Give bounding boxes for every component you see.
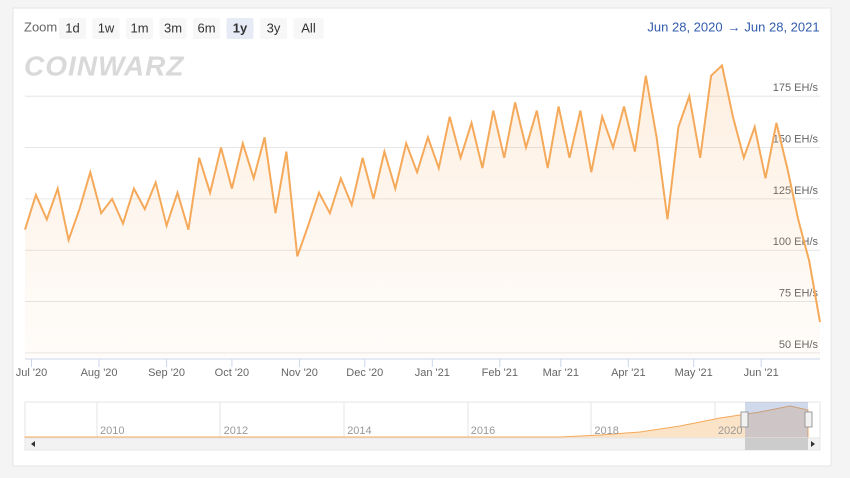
button-label[interactable]: All xyxy=(301,20,316,35)
scroll-left[interactable] xyxy=(31,441,35,447)
x-tick-label: Sep '20 xyxy=(148,367,185,379)
zoom-label: Zoom xyxy=(24,19,57,34)
range-button[interactable]: All xyxy=(293,18,324,39)
button-bg[interactable] xyxy=(293,18,324,39)
handle-left[interactable] xyxy=(740,411,749,428)
navigator-year: 2020 xyxy=(718,425,742,437)
scrollbar[interactable] xyxy=(24,437,821,451)
button-bg[interactable] xyxy=(92,18,120,39)
range-to[interactable]: Jun 28, 2021 xyxy=(744,19,819,34)
range-button[interactable]: 1w xyxy=(92,18,120,39)
button-label[interactable]: 1w xyxy=(98,20,115,35)
x-tick-label: Jun '21 xyxy=(744,367,779,379)
y-tick-label: 175 EH/s xyxy=(773,82,819,94)
range-button[interactable]: 3m xyxy=(159,18,187,39)
button-label[interactable]: 3m xyxy=(164,20,182,35)
x-tick-label: Oct '20 xyxy=(215,367,250,379)
button-label[interactable]: 3y xyxy=(267,20,281,35)
button-bg[interactable] xyxy=(126,18,153,39)
x-tick-label: Feb '21 xyxy=(482,367,518,379)
button-label[interactable]: 1d xyxy=(65,20,79,35)
navigator-year: 2012 xyxy=(224,425,248,437)
scroll-right[interactable] xyxy=(811,441,815,447)
navigator-year: 2010 xyxy=(100,425,124,437)
range-button[interactable]: 1y xyxy=(226,18,254,39)
button-label[interactable]: 1m xyxy=(130,20,148,35)
x-tick-label: Apr '21 xyxy=(611,367,646,379)
range-button[interactable]: 3y xyxy=(260,18,287,39)
range-from[interactable]: Jun 28, 2020 xyxy=(647,19,722,34)
x-tick-label: Aug '20 xyxy=(81,367,118,379)
range-arrow: → xyxy=(728,19,741,34)
x-tick-label: Nov '20 xyxy=(281,367,318,379)
navigator-labels: 2010 2012 2014 2016 2018 2020 xyxy=(100,425,742,437)
button-bg[interactable] xyxy=(226,18,254,39)
button-label[interactable]: 6m xyxy=(197,20,215,35)
watermark: COINWARZ xyxy=(24,50,184,81)
area xyxy=(25,65,820,359)
x-tick-label: Dec '20 xyxy=(346,367,383,379)
navigator-year: 2016 xyxy=(471,425,495,437)
range-button[interactable]: 1d xyxy=(59,18,86,39)
button-bg[interactable] xyxy=(159,18,187,39)
button-bg[interactable] xyxy=(193,18,220,39)
y-tick-label: 150 EH/s xyxy=(773,133,819,145)
button-label[interactable]: 1y xyxy=(233,20,248,35)
scrollbar-thumb[interactable] xyxy=(745,438,808,450)
button-bg[interactable] xyxy=(260,18,287,39)
line xyxy=(24,63,821,323)
navigator-mask[interactable] xyxy=(745,402,808,438)
x-tick-label: Mar '21 xyxy=(543,367,579,379)
x-tick-label: May '21 xyxy=(675,367,713,379)
x-tick-label: Jan '21 xyxy=(415,367,450,379)
handle-right[interactable] xyxy=(804,411,813,428)
range-button[interactable]: 1m xyxy=(126,18,153,39)
range-buttons: 1d 1w 1m 3m 6m 1y 3y All xyxy=(59,18,324,39)
button-bg[interactable] xyxy=(59,18,86,39)
navigator-year: 2014 xyxy=(347,425,371,437)
x-tick-label: Jul '20 xyxy=(16,367,47,379)
range-button[interactable]: 6m xyxy=(193,18,220,39)
navigator-year: 2018 xyxy=(594,425,618,437)
